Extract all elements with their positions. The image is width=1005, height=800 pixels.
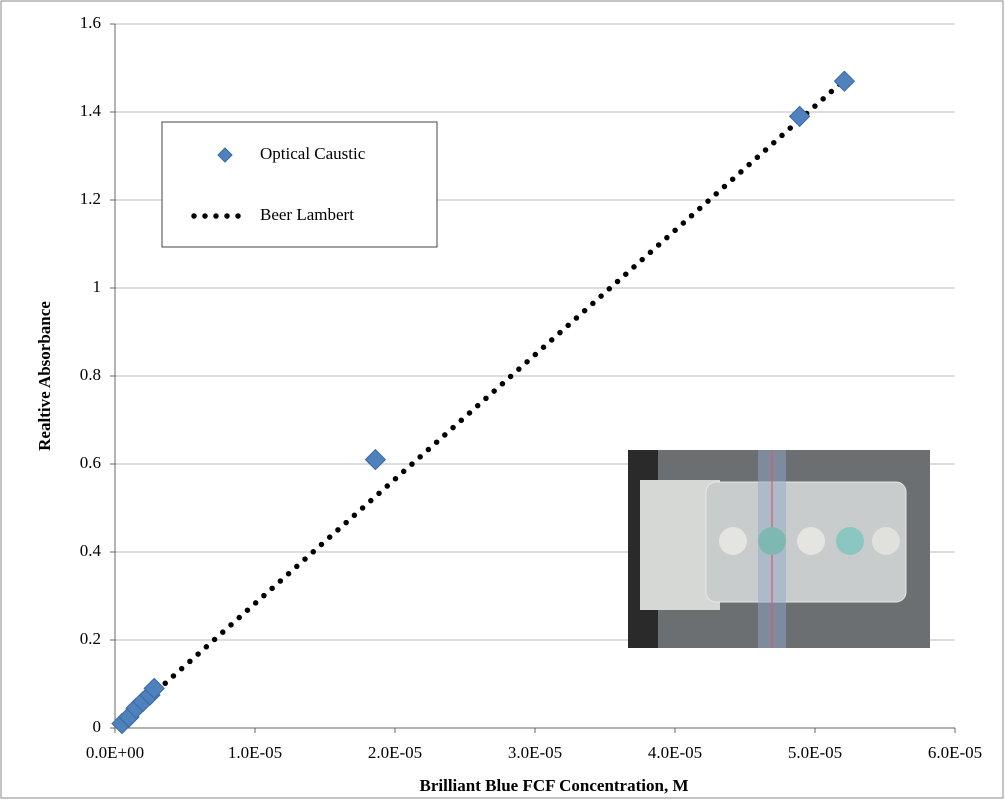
legend-box (162, 122, 437, 247)
chart: Brilliant Blue FCF Concentration, M Real… (0, 0, 1005, 800)
x-tick-label: 0.0E+00 (86, 743, 144, 762)
legend-label: Optical Caustic (260, 144, 366, 163)
y-tick-label: 1.2 (80, 189, 101, 208)
x-axis-label: Brilliant Blue FCF Concentration, M (420, 776, 689, 795)
x-tick-label: 3.0E-05 (508, 743, 562, 762)
y-tick-label: 0.2 (80, 629, 101, 648)
y-tick-label: 1.4 (80, 101, 102, 120)
y-axis-label: Realtive Absorbance (35, 301, 54, 451)
legend-label: Beer Lambert (260, 205, 354, 224)
inset-photo (628, 450, 930, 648)
x-tick-label: 6.0E-05 (928, 743, 982, 762)
chart-border (1, 1, 1003, 798)
y-tick-label: 0.8 (80, 365, 101, 384)
x-tick-label: 5.0E-05 (788, 743, 842, 762)
x-tick-label: 4.0E-05 (648, 743, 702, 762)
x-tick-label: 1.0E-05 (228, 743, 282, 762)
y-tick-label: 1 (93, 277, 102, 296)
y-tick-label: 0.6 (80, 453, 101, 472)
y-tick-label: 0 (93, 717, 102, 736)
y-tick-label: 0.4 (80, 541, 102, 560)
y-tick-label: 1.6 (80, 13, 101, 32)
x-tick-label: 2.0E-05 (368, 743, 422, 762)
